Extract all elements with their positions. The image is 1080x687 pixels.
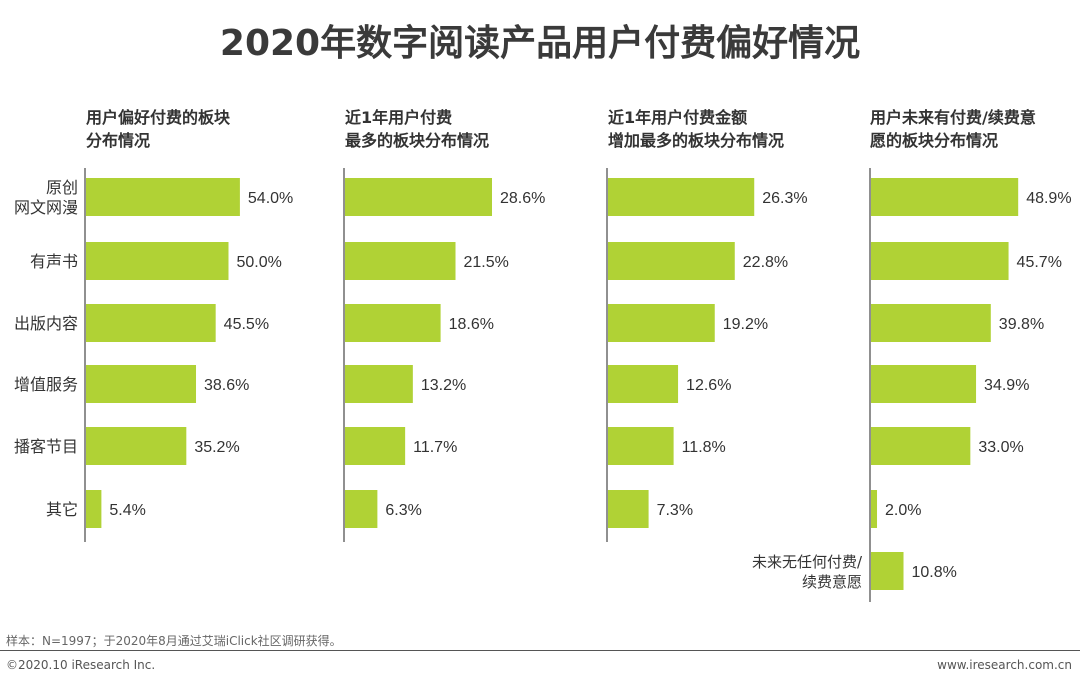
bar-4-4 (871, 365, 977, 403)
data-label-1-5: 35.2% (194, 439, 239, 456)
bar-3-5 (608, 427, 674, 465)
bar-3-6 (608, 490, 649, 528)
data-label-4-7: 10.8% (912, 564, 957, 581)
data-label-3-6: 7.3% (657, 502, 693, 519)
data-label-3-1: 26.3% (762, 190, 807, 207)
data-label-4-1: 48.9% (1026, 190, 1071, 207)
panel-title-4-line-1: 用户未来有付费/续费意 (870, 108, 1036, 127)
data-label-1-2: 50.0% (237, 254, 282, 271)
bar-1-4 (86, 365, 197, 403)
bar-3-1 (608, 178, 755, 216)
data-label-3-2: 22.8% (743, 254, 788, 271)
data-label-3-5: 11.8% (682, 439, 726, 456)
data-label-2-2: 21.5% (464, 254, 509, 271)
bar-3-4 (608, 365, 679, 403)
data-label-1-4: 38.6% (204, 377, 249, 394)
bar-4-2 (871, 242, 1009, 280)
copyright: ©2020.10 iResearch Inc. (6, 658, 156, 672)
data-label-2-3: 18.6% (449, 316, 494, 333)
bar-1-3 (86, 304, 216, 342)
bar-2-5 (345, 427, 406, 465)
category-label-4-1: 增值服务 (14, 375, 78, 394)
bar-4-6 (871, 490, 878, 528)
bar-1-6 (86, 490, 102, 528)
panel-title-3-line-2: 增加最多的板块分布情况 (608, 131, 785, 150)
bar-4-1 (871, 178, 1019, 216)
panel-title-3: 近1年用户付费金额 增加最多的板块分布情况 (608, 106, 838, 152)
category-label-6-1: 其它 (46, 500, 78, 519)
data-label-1-1: 54.0% (248, 190, 293, 207)
panel-title-4: 用户未来有付费/续费意 愿的板块分布情况 (870, 106, 1080, 152)
bar-3-3 (608, 304, 715, 342)
data-label-2-5: 11.7% (413, 439, 457, 456)
panel-title-2-line-2: 最多的板块分布情况 (345, 131, 490, 150)
data-label-1-3: 45.5% (224, 316, 269, 333)
bar-4-7 (871, 552, 904, 590)
category-label-2-1: 有声书 (30, 252, 78, 271)
extra-category-label-1: 未来无任何付费/ (752, 553, 863, 571)
data-label-2-1: 28.6% (500, 190, 545, 207)
data-label-2-4: 13.2% (421, 377, 466, 394)
bar-2-3 (345, 304, 441, 342)
panel-title-1: 用户偏好付费的板块 分布情况 (86, 106, 316, 152)
bar-1-2 (86, 242, 229, 280)
bar-2-6 (345, 490, 378, 528)
data-label-4-6: 2.0% (885, 502, 921, 519)
footer-divider (0, 650, 1080, 651)
data-label-3-3: 19.2% (723, 316, 768, 333)
data-label-2-6: 6.3% (385, 502, 421, 519)
bar-2-4 (345, 365, 413, 403)
panel-title-3-line-1: 近1年用户付费金额 (608, 108, 748, 127)
chart-main-title: 2020年数字阅读产品用户付费偏好情况 (219, 23, 861, 64)
panel-title-1-line-1: 用户偏好付费的板块 (86, 108, 231, 127)
data-label-1-6: 5.4% (109, 502, 145, 519)
bar-2-1 (345, 178, 493, 216)
data-label-4-3: 39.8% (999, 316, 1044, 333)
footnote: 样本：N=1997；于2020年8月通过艾瑞iClick社区调研获得。 (6, 634, 342, 648)
panel-title-2-line-1: 近1年用户付费 (345, 108, 453, 127)
category-label-1-1: 原创 (46, 178, 78, 197)
data-label-4-4: 34.9% (984, 377, 1029, 394)
category-label-3-1: 出版内容 (14, 314, 78, 333)
bar-4-3 (871, 304, 991, 342)
panel-title-1-line-2: 分布情况 (86, 131, 151, 150)
extra-category-label-2: 续费意愿 (802, 573, 862, 591)
bar-4-5 (871, 427, 971, 465)
data-label-3-4: 12.6% (686, 377, 731, 394)
data-label-4-2: 45.7% (1017, 254, 1062, 271)
category-label-5-1: 播客节目 (14, 437, 78, 456)
bar-1-5 (86, 427, 187, 465)
website-link[interactable]: www.iresearch.com.cn (937, 658, 1072, 672)
bar-3-2 (608, 242, 735, 280)
data-label-4-5: 33.0% (978, 439, 1023, 456)
bar-1-1 (86, 178, 240, 216)
panel-title-2: 近1年用户付费 最多的板块分布情况 (345, 106, 575, 152)
category-label-1-2: 网文网漫 (14, 198, 78, 217)
bar-2-2 (345, 242, 456, 280)
panel-title-4-line-2: 愿的板块分布情况 (870, 131, 999, 150)
